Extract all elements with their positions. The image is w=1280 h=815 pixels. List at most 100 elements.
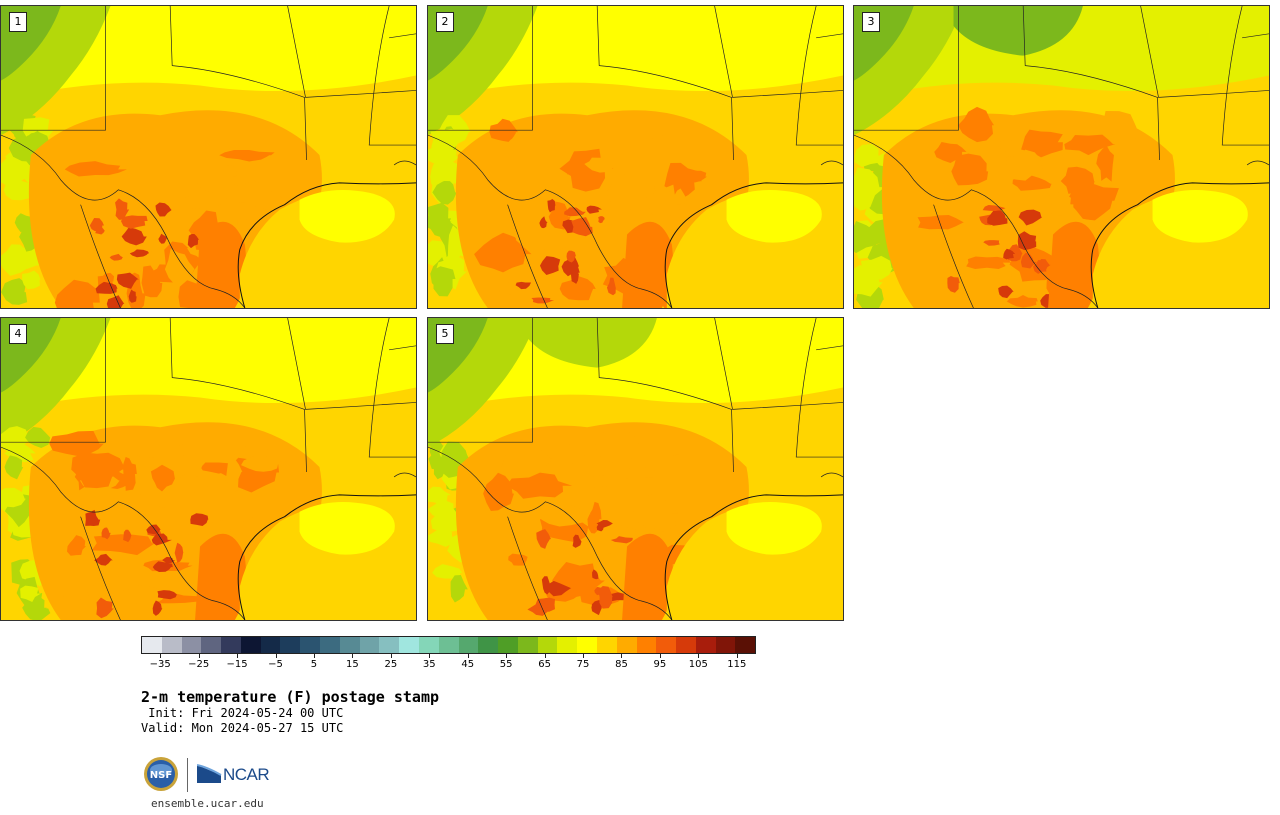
hot-spot <box>173 442 202 457</box>
logos: NSF NCAR <box>143 756 283 796</box>
state-border <box>428 6 533 131</box>
member-label: 4 <box>9 324 27 344</box>
hot-spot <box>66 535 87 556</box>
colorbar-segment <box>161 637 182 653</box>
state-border <box>795 6 843 146</box>
state-border <box>1140 6 1269 98</box>
hot-spot <box>947 276 960 293</box>
hot-spot <box>225 454 243 493</box>
state-border <box>169 318 307 472</box>
hot-spot <box>527 604 551 616</box>
hot-spot <box>1003 248 1016 260</box>
colorbar-tick-label: −35 <box>149 659 171 670</box>
state-border <box>287 6 416 98</box>
green-area <box>4 455 24 480</box>
hot-spot <box>987 210 1008 226</box>
colorbar-tick <box>544 654 546 658</box>
hot-spot <box>1067 182 1119 221</box>
state-border <box>816 345 843 351</box>
hot-spot <box>500 439 553 478</box>
state-border <box>1242 33 1269 39</box>
postage-stamp-5: 5 <box>427 317 844 621</box>
ncar-mark-icon <box>197 764 222 783</box>
colorbar-tick <box>237 654 239 658</box>
hot-spot <box>483 472 514 512</box>
green-area <box>854 167 885 208</box>
hot-spot <box>631 493 679 535</box>
hot-spot <box>598 216 605 224</box>
colorbar-tick <box>275 654 277 658</box>
green-area <box>3 179 37 201</box>
hot-spot <box>150 464 176 492</box>
hot-spot <box>121 227 147 246</box>
colorbar-tick <box>583 654 585 658</box>
hot-spot <box>1096 145 1114 182</box>
colorbar-tick <box>467 654 469 658</box>
colorbar-tick <box>390 654 392 658</box>
colorbar-tick-label: 5 <box>310 659 318 670</box>
postage-stamp-2: 2 <box>427 5 844 309</box>
hot-spot <box>129 249 150 258</box>
hot-spot <box>474 232 532 273</box>
hot-spot <box>152 561 173 573</box>
green-area <box>1 278 28 305</box>
green-area <box>25 426 51 448</box>
hot-spot <box>982 204 1006 211</box>
coastline <box>664 182 843 308</box>
hot-spot <box>106 295 125 308</box>
svg-text:NSF: NSF <box>150 770 172 781</box>
colorbar-tick-label: −5 <box>268 659 283 670</box>
state-border <box>816 33 843 39</box>
hot-spot <box>586 205 602 214</box>
state-border <box>368 6 416 146</box>
colorbar-segment <box>577 637 597 653</box>
colorbar-segment <box>557 637 578 653</box>
coastline <box>237 182 416 308</box>
member-label: 2 <box>436 12 454 32</box>
cool-band <box>1 6 416 101</box>
hot-spot <box>934 141 967 163</box>
green-area <box>1 487 26 508</box>
temperature-map <box>428 318 843 620</box>
green-area <box>1 426 30 453</box>
hot-spot <box>539 216 548 229</box>
hot-spot <box>195 533 247 620</box>
colorbar-tick <box>429 654 431 658</box>
hot-spot <box>1017 231 1037 251</box>
hot-spot <box>566 250 576 263</box>
green-area <box>22 270 41 290</box>
hot-spot <box>681 170 707 183</box>
hot-spot <box>94 553 113 566</box>
hot-spot <box>195 221 247 308</box>
hot-spot <box>164 248 195 290</box>
green-area <box>953 6 1083 56</box>
colorbar-tick <box>160 654 162 658</box>
colorbar-tick <box>736 654 738 658</box>
hot-spot <box>117 136 142 162</box>
hot-spot <box>1048 221 1100 308</box>
state-border <box>169 6 307 160</box>
hot-spot <box>140 472 194 508</box>
colorbar-tick-label: 105 <box>688 659 708 670</box>
temperature-map <box>1 318 416 620</box>
ncar-logo: NCAR <box>197 762 277 788</box>
colorbar-tick <box>698 654 700 658</box>
hot-spot <box>606 172 656 212</box>
colorbar-tick <box>506 654 508 658</box>
hot-spot <box>647 132 670 160</box>
green-area <box>527 318 657 368</box>
hot-spot <box>197 164 237 194</box>
colorbar-tick-label: 75 <box>576 659 590 670</box>
hot-spot <box>535 597 555 612</box>
green-area <box>854 264 883 297</box>
init-time: Init: Fri 2024-05-24 00 UTC <box>141 706 344 720</box>
green-area <box>450 574 468 603</box>
green-area <box>428 240 451 267</box>
hot-spot <box>534 227 551 253</box>
hot-spot <box>943 179 958 192</box>
colorbar-segment <box>498 637 518 653</box>
state-border <box>287 318 416 410</box>
colorbar-tick-label: −15 <box>226 659 248 670</box>
green-area <box>432 179 457 205</box>
hot-spot <box>1018 209 1043 226</box>
